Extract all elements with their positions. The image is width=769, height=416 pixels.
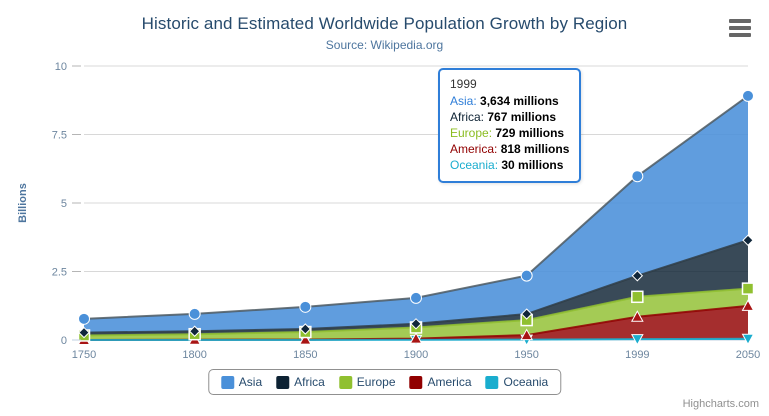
credits-label: Highcharts.com xyxy=(682,398,759,410)
legend-item-asia[interactable]: Asia xyxy=(220,375,263,389)
marker-africa-1850[interactable] xyxy=(299,323,312,335)
tooltip-rows: Asia: 3,634 millions Africa: 767 millions… xyxy=(450,93,569,173)
x-tick-label: 1900 xyxy=(404,349,428,361)
tooltip-series-value: 767 millions xyxy=(487,110,557,124)
tooltip: 1999 Asia: 3,634 millions Africa: 767 mil… xyxy=(438,68,582,183)
tooltip-series-name: Europe: xyxy=(450,126,496,140)
tooltip-row-europe: Europe: 729 millions xyxy=(450,125,569,141)
y-axis-labels: 0 2.5 5 7.5 10 xyxy=(52,61,81,347)
chart-title: Historic and Estimated Worldwide Populat… xyxy=(141,14,628,33)
legend-label: Oceania xyxy=(503,375,549,389)
marker-asia-1750[interactable] xyxy=(78,312,90,325)
x-tick-label: 1750 xyxy=(72,349,96,361)
legend-label: Europe xyxy=(356,375,396,389)
tooltip-row-africa: Africa: 767 millions xyxy=(450,109,569,125)
chart-legend[interactable]: Asia Africa Europe America Oceania xyxy=(207,369,562,395)
marker-asia-1800[interactable] xyxy=(188,307,201,320)
legend-swatch-icon xyxy=(338,375,352,389)
marker-asia-1999[interactable] xyxy=(631,170,644,183)
tooltip-series-name: Asia: xyxy=(450,94,481,108)
marker-america-1950[interactable] xyxy=(520,328,534,341)
tooltip-series-value: 30 millions xyxy=(501,158,564,172)
x-tick-label: 1999 xyxy=(625,349,649,361)
hamburger-menu-icon[interactable] xyxy=(728,18,752,38)
tooltip-series-name: Africa: xyxy=(450,110,488,124)
y-tick-label: 0 xyxy=(61,335,67,347)
y-axis-title-text: Billions xyxy=(17,183,29,223)
x-tick-label: 1800 xyxy=(182,349,206,361)
marker-africa-1900[interactable] xyxy=(410,318,422,330)
area-asia xyxy=(84,95,748,333)
tooltip-row-america: America: 818 millions xyxy=(450,141,569,157)
legend-item-africa[interactable]: Africa xyxy=(276,375,325,389)
y-tick-label: 10 xyxy=(55,61,67,73)
menu-bar-2 xyxy=(729,26,751,30)
marker-america-1900[interactable] xyxy=(409,332,423,344)
marker-america-1850[interactable] xyxy=(298,333,312,345)
marker-asia-1850[interactable] xyxy=(299,300,312,313)
y-tick-label: 7.5 xyxy=(52,130,67,142)
tooltip-series-value: 818 millions xyxy=(500,142,570,156)
x-tick-label: 1950 xyxy=(514,349,538,361)
marker-asia-2050[interactable] xyxy=(742,89,754,102)
legend-swatch-icon xyxy=(409,375,423,389)
legend-item-europe[interactable]: Europe xyxy=(338,375,396,389)
marker-africa-1750[interactable] xyxy=(78,326,90,339)
legend-item-america[interactable]: America xyxy=(409,375,472,389)
y-tick-label: 5 xyxy=(61,198,67,210)
tooltip-series-value: 3,634 millions xyxy=(480,94,559,108)
x-tick-label: 2050 xyxy=(736,349,760,361)
marker-africa-1800[interactable] xyxy=(188,325,201,337)
marker-asia-1900[interactable] xyxy=(410,291,422,304)
y-axis-title: Billions xyxy=(17,183,29,223)
tooltip-row-asia: Asia: 3,634 millions xyxy=(450,93,569,109)
area-africa xyxy=(84,240,748,336)
y-tick-label: 2.5 xyxy=(52,267,67,279)
series-markers[interactable] xyxy=(77,89,755,347)
marker-oceania-1999[interactable] xyxy=(630,334,644,346)
marker-asia-1950[interactable] xyxy=(520,269,533,282)
marker-america-1999[interactable] xyxy=(630,310,644,322)
marker-oceania-2050[interactable] xyxy=(741,333,755,346)
marker-africa-1950[interactable] xyxy=(520,308,533,320)
legend-swatch-icon xyxy=(485,375,499,389)
marker-america-2050[interactable] xyxy=(741,299,755,311)
menu-bar-3 xyxy=(729,33,751,37)
marker-europe-2050[interactable] xyxy=(741,282,755,295)
marker-africa-1999[interactable] xyxy=(631,270,644,282)
legend-swatch-icon xyxy=(220,375,234,389)
legend-label: Africa xyxy=(294,375,325,389)
tooltip-series-value: 729 millions xyxy=(495,126,565,140)
x-axis-labels: 1750 1800 1850 1900 1950 1999 2050 xyxy=(72,349,760,361)
area-america xyxy=(84,305,748,340)
marker-africa-2050[interactable] xyxy=(742,234,754,246)
legend-label: Asia xyxy=(238,375,263,389)
legend-swatch-icon xyxy=(276,375,290,389)
tooltip-series-name: America: xyxy=(450,142,501,156)
tooltip-series-name: Oceania: xyxy=(450,158,502,172)
menu-bar-1 xyxy=(729,19,751,23)
tooltip-row-oceania: Oceania: 30 millions xyxy=(450,157,569,173)
x-tick-label: 1850 xyxy=(293,349,317,361)
tooltip-header: 1999 xyxy=(450,77,477,91)
chart-subtitle: Source: Wikipedia.org xyxy=(325,38,444,52)
legend-label: America xyxy=(427,375,472,389)
marker-europe-1999[interactable] xyxy=(631,290,644,304)
legend-item-oceania[interactable]: Oceania xyxy=(485,375,549,389)
